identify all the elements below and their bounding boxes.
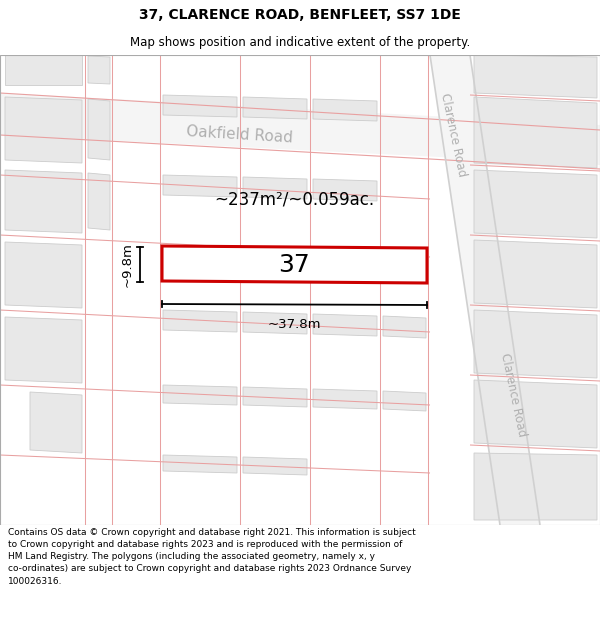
Polygon shape xyxy=(474,453,597,520)
Polygon shape xyxy=(313,179,377,201)
Text: Map shows position and indicative extent of the property.: Map shows position and indicative extent… xyxy=(130,36,470,49)
Polygon shape xyxy=(5,170,82,233)
Text: Clarence Road: Clarence Road xyxy=(438,92,468,178)
Polygon shape xyxy=(162,246,427,283)
Text: Contains OS data © Crown copyright and database right 2021. This information is : Contains OS data © Crown copyright and d… xyxy=(8,528,416,586)
Polygon shape xyxy=(163,310,237,332)
Polygon shape xyxy=(474,310,597,378)
Polygon shape xyxy=(163,95,237,117)
Polygon shape xyxy=(313,389,377,409)
Polygon shape xyxy=(313,99,377,121)
Polygon shape xyxy=(5,97,82,163)
Polygon shape xyxy=(5,55,82,85)
Polygon shape xyxy=(430,55,540,525)
Polygon shape xyxy=(474,97,597,168)
Text: Clarence Road: Clarence Road xyxy=(498,352,528,438)
Polygon shape xyxy=(474,170,597,238)
Polygon shape xyxy=(163,175,237,197)
Polygon shape xyxy=(163,455,237,473)
Polygon shape xyxy=(474,240,597,308)
Polygon shape xyxy=(243,312,307,334)
Text: ~237m²/~0.059ac.: ~237m²/~0.059ac. xyxy=(214,190,374,208)
Polygon shape xyxy=(243,457,307,475)
Text: 37: 37 xyxy=(278,253,310,276)
Polygon shape xyxy=(383,391,426,411)
Polygon shape xyxy=(5,242,82,308)
Polygon shape xyxy=(474,380,597,448)
Text: ~9.8m: ~9.8m xyxy=(121,242,134,287)
Polygon shape xyxy=(313,314,377,336)
Polygon shape xyxy=(88,56,110,84)
Polygon shape xyxy=(163,385,237,405)
Polygon shape xyxy=(474,55,597,98)
Text: Oakfield Road: Oakfield Road xyxy=(186,124,294,146)
Polygon shape xyxy=(88,99,110,160)
Polygon shape xyxy=(88,173,110,230)
Polygon shape xyxy=(0,93,600,165)
Polygon shape xyxy=(243,177,307,199)
Polygon shape xyxy=(5,317,82,383)
Text: 37, CLARENCE ROAD, BENFLEET, SS7 1DE: 37, CLARENCE ROAD, BENFLEET, SS7 1DE xyxy=(139,8,461,22)
Polygon shape xyxy=(30,392,82,453)
Polygon shape xyxy=(383,316,426,338)
Text: ~37.8m: ~37.8m xyxy=(268,318,321,331)
Polygon shape xyxy=(243,387,307,407)
Polygon shape xyxy=(243,97,307,119)
